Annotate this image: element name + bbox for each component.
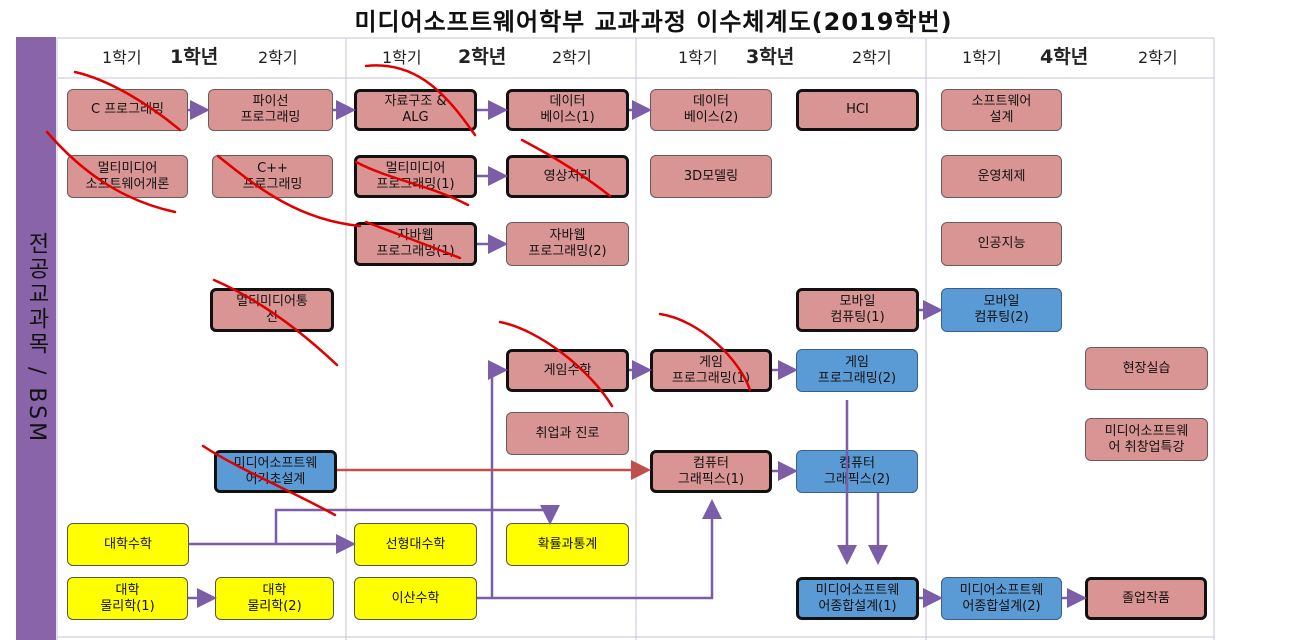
arrow-discrete-to-graphics1 — [477, 499, 722, 600]
course-multimedia-comm: 멀티미디어통 신 — [210, 288, 334, 332]
year-header: 1학년 — [170, 46, 219, 68]
course-capstone-1: 미디어소프트웨 어종합설계(1) — [796, 577, 919, 620]
course-cpp: C++ 프로그래밍 — [212, 155, 333, 198]
arrow-discrete-to-gamemath — [488, 360, 508, 598]
scribble — [364, 64, 477, 137]
course-java-web-1: 자바웹 프로그래밍(1) — [354, 222, 477, 266]
semester-header: 1학기 — [962, 48, 1002, 67]
semester-header: 1학기 — [102, 48, 142, 67]
semester-header: 1학기 — [382, 48, 422, 67]
course-ai: 인공지능 — [941, 222, 1062, 266]
semester-header: 1학기 — [678, 48, 718, 67]
course-discrete-math: 이산수학 — [354, 577, 477, 620]
course-physics-1: 대학 물리학(1) — [67, 577, 188, 620]
semester-header: 2학기 — [852, 48, 892, 67]
scribble — [354, 160, 470, 207]
course-calculus: 대학수학 — [67, 523, 189, 566]
year-header: 2학년 — [458, 46, 507, 68]
sidebar-label: 전공교과목 / BSM — [24, 232, 49, 445]
course-graphics-2: 컴퓨터 그래픽스(2) — [796, 450, 918, 493]
course-capstone-2: 미디어소프트웨 어종합설계(2) — [941, 577, 1062, 620]
scribble — [658, 312, 752, 392]
scribble — [520, 138, 612, 198]
page-title: 미디어소프트웨어학부 교과과정 이수체계도(2019학번) — [354, 8, 953, 36]
scribble — [201, 444, 337, 517]
scribble — [73, 70, 182, 132]
semester-header: 2학기 — [552, 48, 592, 67]
course-database-2: 데이터 베이스(2) — [650, 89, 772, 131]
scribble — [498, 320, 614, 408]
course-graduation: 졸업작품 — [1085, 577, 1207, 620]
course-game-programming-2: 게임 프로그래밍(2) — [796, 349, 918, 392]
sidebar-category: 전공교과목 / BSM — [16, 37, 56, 640]
course-linear-algebra: 선형대수학 — [354, 523, 477, 566]
course-graphics-1: 컴퓨터 그래픽스(1) — [650, 450, 772, 493]
semester-header: 2학기 — [1138, 48, 1178, 67]
course-physics-2: 대학 물리학(2) — [215, 577, 334, 620]
scribble — [216, 154, 362, 228]
course-multimedia-intro: 멀티미디어 소프트웨어개론 — [67, 155, 188, 198]
course-hci: HCI — [796, 89, 919, 131]
course-mobile-1: 모바일 컴퓨팅(1) — [796, 288, 919, 332]
course-operating-systems: 운영체제 — [941, 155, 1062, 198]
year-header: 4학년 — [1040, 46, 1089, 68]
course-startup: 미디어소프트웨 어 취창업특강 — [1085, 418, 1208, 461]
course-software-design: 소프트웨어 설계 — [941, 89, 1062, 131]
course-3d-modeling: 3D모델링 — [650, 155, 772, 198]
course-c-programming: C 프로그래밍 — [67, 89, 188, 131]
course-career: 취업과 진로 — [506, 412, 629, 455]
year-header: 3학년 — [746, 46, 795, 68]
scribble — [212, 278, 339, 367]
course-python: 파이선 프로그래밍 — [208, 89, 333, 131]
course-database-1: 데이터 베이스(1) — [506, 89, 629, 131]
course-internship: 현장실습 — [1085, 347, 1208, 390]
course-mobile-2: 모바일 컴퓨팅(2) — [941, 288, 1062, 332]
semester-header: 2학기 — [258, 48, 298, 67]
arrow-calc-to-prob — [274, 505, 560, 544]
red-scribbles — [45, 64, 752, 517]
scribble — [364, 220, 462, 260]
scribble — [45, 130, 177, 214]
course-probability: 확률과통계 — [506, 523, 629, 566]
